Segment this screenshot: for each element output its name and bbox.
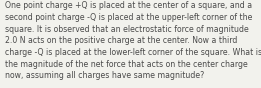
Text: One point charge +Q is placed at the center of a square, and a
second point char: One point charge +Q is placed at the cen… bbox=[5, 1, 261, 80]
